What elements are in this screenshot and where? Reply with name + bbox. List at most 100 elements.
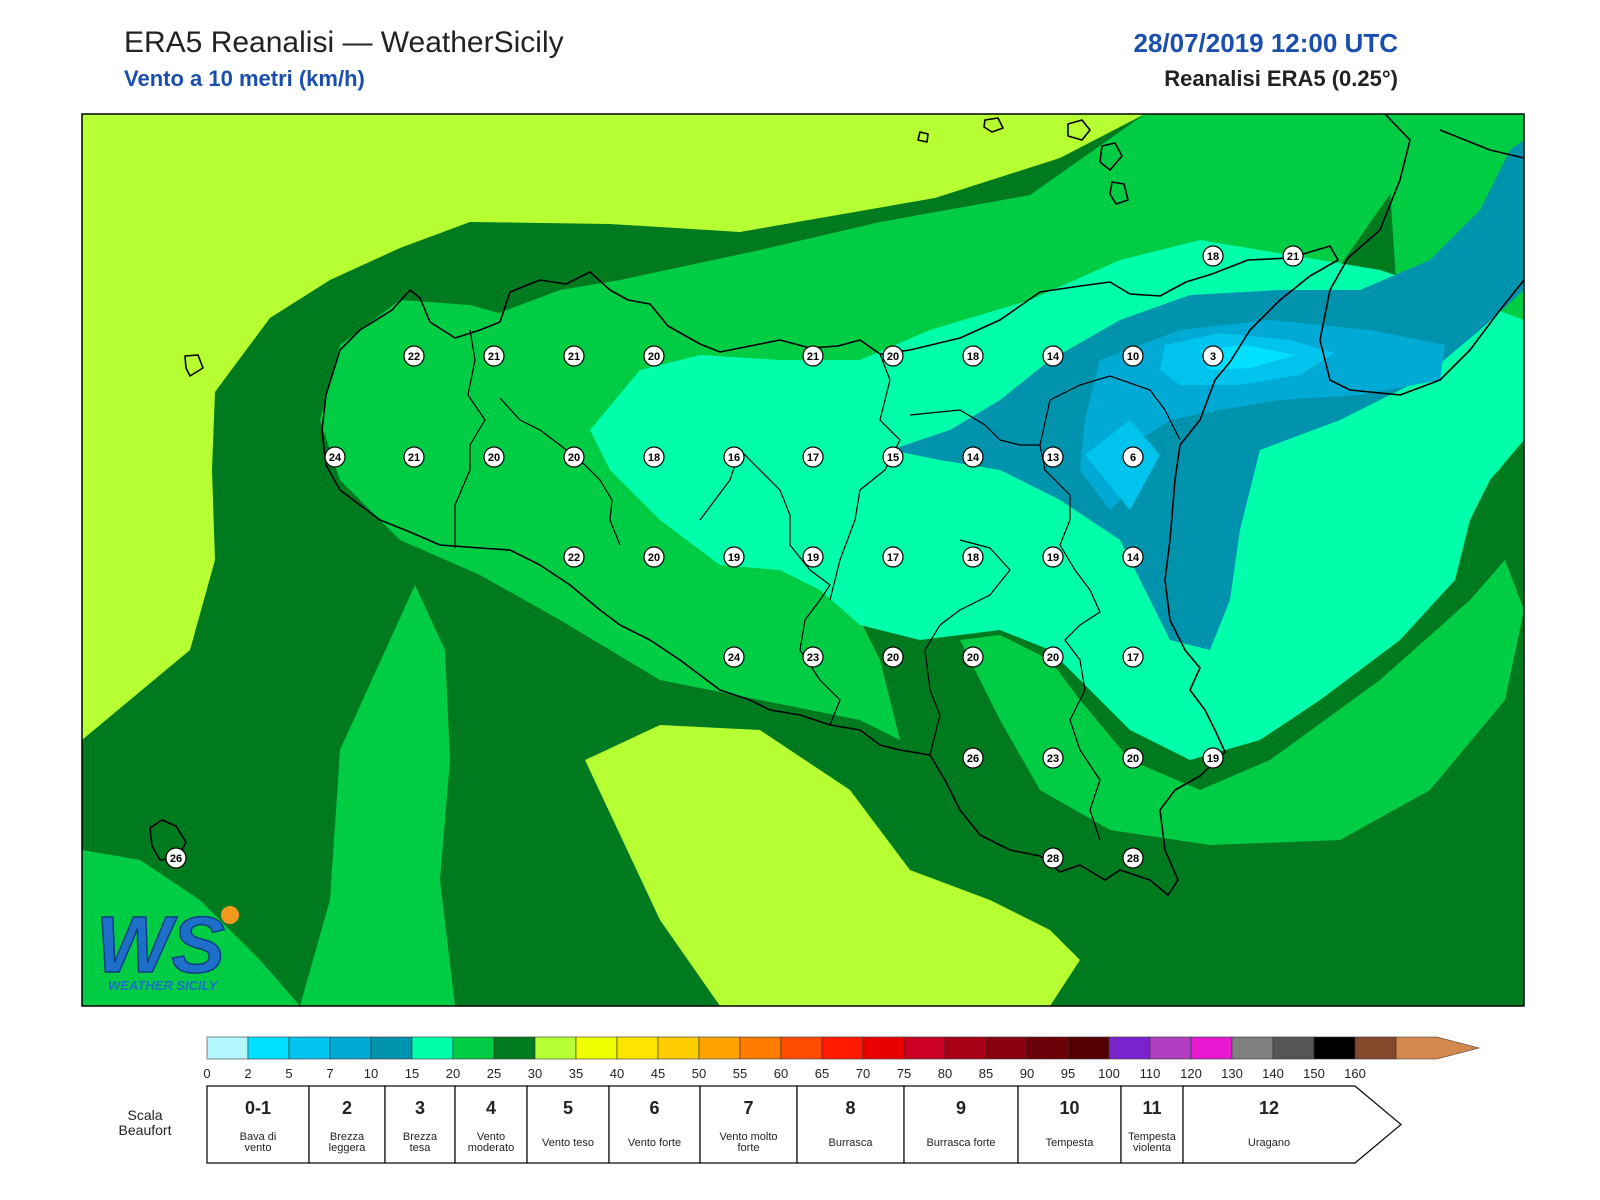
station-value: 21 (488, 351, 500, 363)
beaufort-cell: 9 Burrasca forte (903, 1085, 1019, 1164)
station-value: 23 (1047, 753, 1059, 765)
colorbar-tick-label: 2 (244, 1066, 251, 1081)
station-marker: 21 (802, 345, 824, 367)
island-favignana (184, 354, 204, 377)
station-value: 18 (967, 351, 979, 363)
station-marker: 21 (1282, 245, 1304, 267)
station-marker: 13 (1042, 446, 1064, 468)
station-value: 18 (967, 552, 979, 564)
station-value: 26 (967, 753, 979, 765)
colorbar-segment (1190, 1036, 1233, 1060)
colorbar-segment (821, 1036, 864, 1060)
station-value: 14 (967, 452, 980, 464)
station-circle (1202, 345, 1224, 367)
station-value: 19 (1207, 753, 1219, 765)
station-circle (802, 646, 824, 668)
colorbar-segment (288, 1036, 331, 1060)
beaufort-cell: 8 Burrasca (796, 1085, 905, 1164)
station-marker: 21 (403, 446, 425, 468)
colorbar-tick-label: 20 (446, 1066, 460, 1081)
station-circle (1202, 245, 1224, 267)
station-value: 13 (1047, 452, 1059, 464)
station-circle (962, 747, 984, 769)
station-circle (643, 546, 665, 568)
colorbar-segment (206, 1036, 249, 1060)
station-value: 21 (568, 351, 580, 363)
wind-band-20-25-channel (300, 585, 455, 1006)
beaufort-description: Burrasca (828, 1137, 873, 1149)
station-value: 20 (648, 552, 660, 564)
station-value: 19 (1047, 552, 1059, 564)
beaufort-description: Uragano (1248, 1137, 1290, 1149)
colorbar-segment (862, 1036, 905, 1060)
beaufort-scale-label: Scala Beaufort (118, 1107, 172, 1138)
colorbar-tick-label: 120 (1180, 1066, 1202, 1081)
wind-band-5-7-center (1085, 420, 1160, 510)
station-value: 17 (887, 552, 899, 564)
station-value: 20 (488, 452, 500, 464)
station-marker: 15 (882, 446, 904, 468)
station-value: 21 (1287, 251, 1299, 263)
station-circle (1122, 446, 1144, 468)
logo-caption: WEATHER SICILY (108, 978, 219, 993)
calabria-coast (1319, 113, 1525, 396)
station-circle (1122, 847, 1144, 869)
colorbar-segment (1231, 1036, 1274, 1060)
colorbar-tick-label: 45 (651, 1066, 665, 1081)
station-marker: 19 (723, 546, 745, 568)
colorbar-segment (1067, 1036, 1110, 1060)
colorbar-segment (985, 1036, 1028, 1060)
station-circle (802, 546, 824, 568)
beaufort-cell-box (308, 1085, 386, 1164)
beaufort-cell-box (454, 1085, 528, 1164)
station-value: 20 (887, 351, 899, 363)
station-circle (165, 847, 187, 869)
colorbar-tick-label: 110 (1140, 1066, 1161, 1081)
station-circle (723, 546, 745, 568)
station-circle (1042, 847, 1064, 869)
station-marker: 20 (563, 446, 585, 468)
station-circle (324, 446, 346, 468)
map-subtitle: Vento a 10 metri (km/h) (124, 66, 365, 91)
colorbar-segment (370, 1036, 413, 1060)
colorbar-segment (329, 1036, 372, 1060)
logo-text: WS (96, 900, 225, 989)
station-value: 3 (1210, 351, 1216, 363)
beaufort-cell-box (526, 1085, 610, 1164)
wind-band-20-25-southeast (960, 560, 1524, 845)
station-value: 17 (1127, 652, 1139, 664)
station-value: 16 (728, 452, 740, 464)
station-circle (962, 446, 984, 468)
station-value: 14 (1127, 552, 1140, 564)
station-value: 24 (329, 452, 342, 464)
colorbar-tick-label: 30 (528, 1066, 542, 1081)
station-marker: 17 (802, 446, 824, 468)
station-value: 20 (1047, 652, 1059, 664)
wind-band-30-35-nw (82, 114, 1145, 740)
colorbar-segment (452, 1036, 495, 1060)
station-marker: 14 (962, 446, 984, 468)
station-marker: 14 (1042, 345, 1064, 367)
beaufort-cell-box (1120, 1085, 1184, 1164)
map-frame (81, 113, 1525, 1007)
station-marker: 20 (882, 345, 904, 367)
beaufort-description: Vento teso (542, 1137, 594, 1149)
colorbar-segment (1313, 1036, 1356, 1060)
station-value: 17 (807, 452, 819, 464)
station-marker: 6 (1122, 446, 1144, 468)
beaufort-number: 12 (1259, 1098, 1279, 1118)
colorbar-segment (1272, 1036, 1315, 1060)
colorbar-tick-label: 130 (1221, 1066, 1243, 1081)
colorbar-tick-label: 0 (203, 1066, 210, 1081)
station-marker: 18 (1202, 245, 1224, 267)
colorbar-segment (698, 1036, 741, 1060)
station-marker: 26 (165, 847, 187, 869)
station-value: 6 (1130, 452, 1136, 464)
colorbar-segment (1395, 1036, 1481, 1060)
station-circle (643, 345, 665, 367)
station-value: 18 (648, 452, 660, 464)
station-marker: 16 (723, 446, 745, 468)
station-circle (643, 446, 665, 468)
station-circle (1122, 646, 1144, 668)
